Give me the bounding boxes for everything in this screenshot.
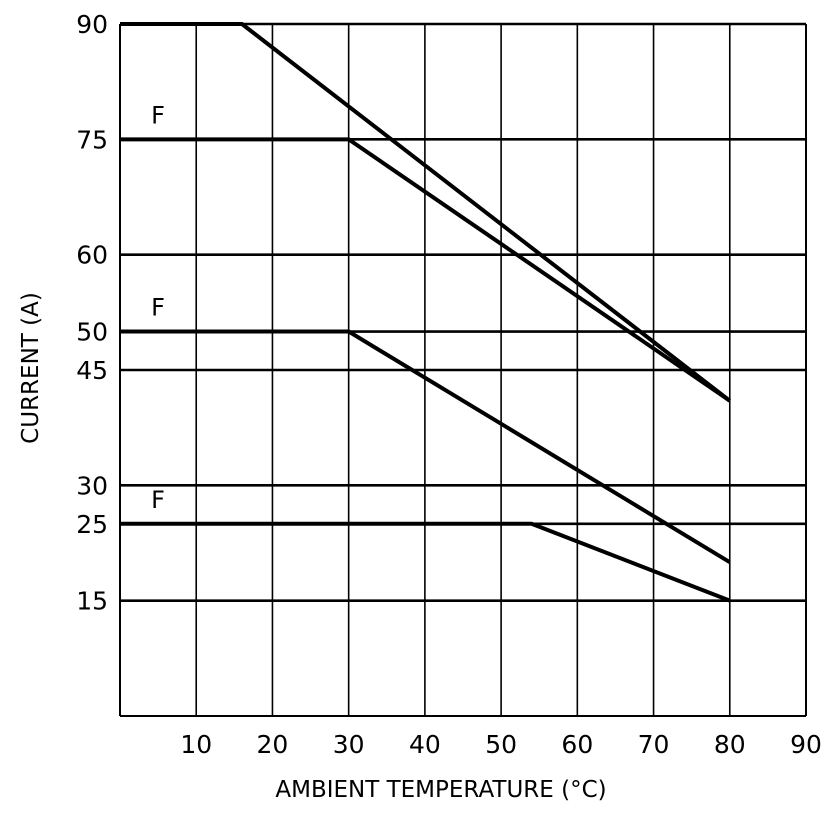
y-tick-label: 50 — [76, 318, 108, 347]
y-tick-label: 45 — [76, 356, 108, 385]
y-tick-label: 75 — [76, 125, 108, 154]
series-tag-4: F — [151, 486, 165, 514]
x-tick-label: 10 — [180, 730, 212, 759]
chart-series-tags: F F F — [151, 101, 165, 513]
series-line-4 — [120, 521, 731, 603]
x-tick-label: 50 — [485, 730, 517, 759]
y-tick-label: 25 — [76, 510, 108, 539]
x-tick-label: 70 — [638, 730, 670, 759]
x-axis-title: AMBIENT TEMPERATURE (°C) — [275, 777, 606, 803]
series-tag-3: F — [151, 294, 165, 322]
x-tick-label: 30 — [333, 730, 365, 759]
x-tick-label: 80 — [714, 730, 746, 759]
series-line-2 — [120, 137, 731, 403]
x-tick-label: 90 — [790, 730, 822, 759]
y-tick-label: 60 — [76, 241, 108, 270]
y-tick-label: 15 — [76, 587, 108, 616]
series-tag-2: F — [151, 101, 165, 129]
y-tick-label: 90 — [76, 10, 108, 39]
x-tick-label: 20 — [257, 730, 289, 759]
series-line-3 — [120, 329, 731, 564]
chart-grid — [119, 22, 807, 717]
y-tick-label: 30 — [76, 471, 108, 500]
x-tick-label: 40 — [409, 730, 441, 759]
y-axis-title: CURRENT (A) — [18, 292, 44, 444]
x-tick-label: 60 — [561, 730, 593, 759]
chart-series — [120, 22, 732, 603]
chart-tick-labels: 10 20 30 40 50 60 70 80 90 15 25 30 45 50 60 75 90 — [76, 10, 822, 759]
series-line-1 — [120, 22, 732, 403]
